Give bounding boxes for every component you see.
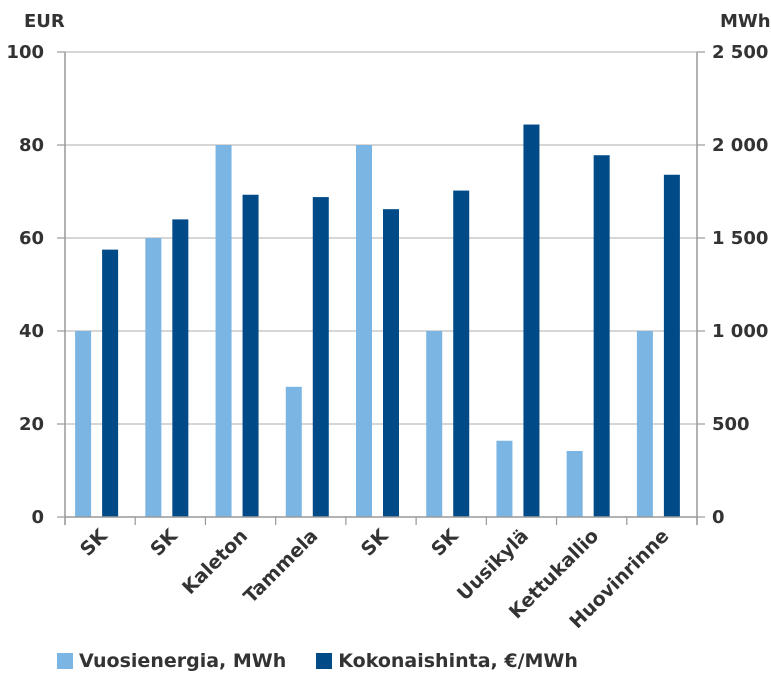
bar-vuosienergia bbox=[285, 386, 302, 517]
legend-label-vuosienergia: Vuosienergia, MWh bbox=[79, 650, 287, 672]
category-label: SK bbox=[76, 524, 113, 561]
bar-vuosienergia bbox=[356, 145, 372, 517]
left-tick-label: 80 bbox=[19, 135, 44, 156]
legend-label-kokonaishinta: Kokonaishinta, €/MWh bbox=[338, 650, 578, 672]
left-axis-ticks: 0 20 40 60 80 100 bbox=[6, 42, 65, 528]
bar-kokonaishinta bbox=[383, 209, 399, 518]
legend-swatch-light bbox=[57, 653, 73, 669]
bar-vuosienergia bbox=[566, 450, 583, 517]
legend-swatch-dark bbox=[316, 653, 333, 669]
left-tick-label: 60 bbox=[19, 228, 44, 249]
bar-kokonaishinta bbox=[312, 197, 329, 517]
left-tick-label: 40 bbox=[19, 321, 44, 342]
left-tick-label: 100 bbox=[6, 42, 44, 63]
bar-kokonaishinta bbox=[453, 190, 470, 517]
right-tick-label: 0 bbox=[712, 507, 725, 528]
right-tick-label: 1 500 bbox=[712, 228, 768, 249]
bar-kokonaishinta bbox=[172, 219, 189, 517]
legend-item-kokonaishinta: Kokonaishinta, €/MWh bbox=[316, 650, 578, 672]
bar-vuosienergia bbox=[145, 238, 162, 517]
bar-vuosienergia bbox=[426, 331, 443, 517]
category-label: SK bbox=[357, 524, 394, 561]
right-tick-label: 2 000 bbox=[712, 135, 768, 156]
bar-kokonaishinta bbox=[242, 194, 259, 517]
bar-kokonaishinta bbox=[523, 124, 540, 517]
bar-vuosienergia bbox=[215, 145, 232, 517]
bar-vuosienergia bbox=[75, 331, 92, 517]
bar-vuosienergia bbox=[636, 331, 653, 517]
category-label: SK bbox=[146, 524, 183, 561]
bars bbox=[75, 124, 680, 518]
category-label: SK bbox=[427, 524, 464, 561]
category-label: Kaleton bbox=[178, 525, 252, 599]
gridlines bbox=[64, 51, 698, 525]
right-tick-label: 500 bbox=[712, 414, 750, 435]
bar-kokonaishinta bbox=[663, 174, 680, 517]
right-axis-ticks: 0 500 1 000 1 500 2 000 2 500 bbox=[697, 42, 768, 528]
right-axis-title: MWh bbox=[720, 11, 771, 32]
legend: Vuosienergia, MWh Kokonaishinta, €/MWh bbox=[57, 650, 608, 672]
right-tick-label: 1 000 bbox=[712, 321, 768, 342]
bar-vuosienergia bbox=[496, 440, 513, 517]
left-axis-title: EUR bbox=[24, 11, 65, 32]
left-tick-label: 0 bbox=[31, 507, 44, 528]
legend-item-vuosienergia: Vuosienergia, MWh bbox=[57, 650, 286, 672]
bar-kokonaishinta bbox=[102, 249, 119, 517]
category-label: Tammela bbox=[239, 525, 322, 608]
left-tick-label: 20 bbox=[19, 414, 44, 435]
right-tick-label: 2 500 bbox=[712, 42, 768, 63]
bar-kokonaishinta bbox=[593, 155, 610, 518]
